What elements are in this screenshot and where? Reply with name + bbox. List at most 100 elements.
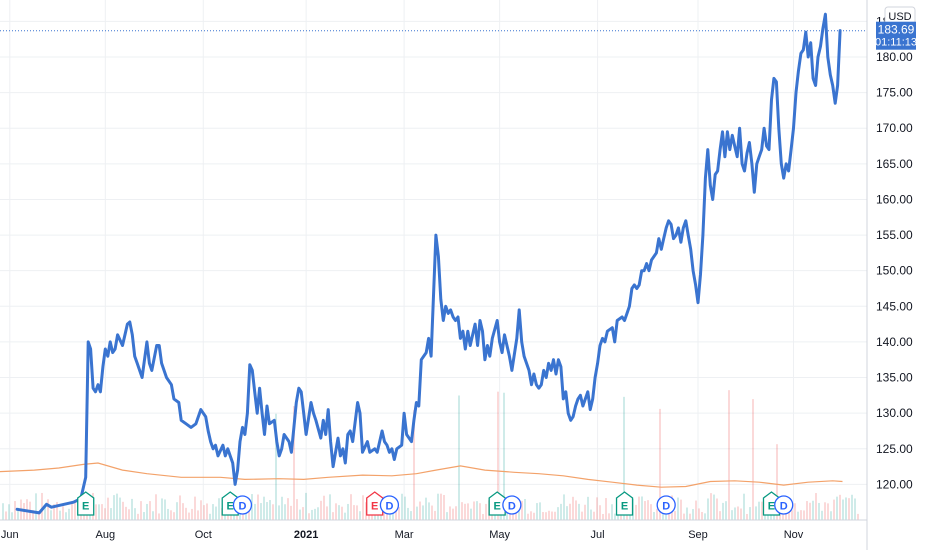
y-tick-label: 160.00: [876, 192, 913, 206]
volume-bar: [743, 493, 745, 520]
dividend-marker-shape: [232, 495, 253, 515]
volume-bar: [386, 512, 388, 520]
last-price-value: 183.69: [878, 23, 915, 37]
event-marker-letter: E: [227, 501, 234, 513]
volume-bar: [593, 511, 595, 520]
volume-bar: [815, 493, 817, 520]
volume-bar: [797, 511, 799, 520]
currency-badge[interactable]: USD: [884, 6, 916, 25]
volume-bar: [365, 502, 367, 520]
volume-bar: [716, 498, 718, 520]
earnings-marker[interactable]: E: [77, 491, 95, 516]
y-tick-label: 165.00: [876, 157, 913, 171]
volume-bar: [122, 501, 124, 520]
volume-bar: [245, 511, 247, 520]
y-tick-label: 155.00: [876, 228, 913, 242]
volume-bar: [734, 507, 736, 520]
volume-bar: [833, 499, 835, 520]
volume-bar: [389, 511, 391, 520]
time-axis[interactable]: Jun Aug Oct 2021 Mar May Jul Sep Nov: [1, 529, 804, 541]
volume-bar: [335, 503, 337, 520]
volume-bar: [146, 503, 148, 520]
volume-bar: [254, 503, 256, 520]
volume-bar: [41, 492, 43, 520]
volume-bar: [725, 501, 727, 520]
volume-bar: [107, 497, 109, 520]
volume-bar: [137, 513, 139, 520]
volume-bar: [686, 507, 688, 520]
volume-bar: [596, 497, 598, 520]
volume-bars: [2, 390, 859, 520]
y-tick-label: 180.00: [876, 50, 913, 64]
x-tick-label: Nov: [784, 529, 804, 541]
volume-bar: [719, 511, 721, 520]
volume-bar: [134, 508, 136, 520]
volume-bar: [824, 502, 826, 520]
volume-bar: [551, 511, 553, 520]
dividend-marker[interactable]: D: [774, 495, 794, 515]
volume-bar: [362, 495, 364, 520]
dividend-marker[interactable]: D: [502, 495, 522, 515]
volume-bar: [104, 508, 106, 520]
volume-bar: [638, 496, 640, 520]
volume-bar: [5, 511, 7, 520]
dividend-marker-shape: [774, 495, 794, 515]
volume-bar: [461, 502, 463, 520]
volume-bar: [323, 495, 325, 520]
volume-bar: [2, 503, 4, 520]
volume-bar: [47, 499, 49, 520]
dividend-marker[interactable]: D: [656, 495, 676, 515]
volume-bar: [164, 499, 166, 520]
volume-bar: [332, 512, 334, 520]
volume-bar: [302, 507, 304, 520]
volume-bar: [749, 507, 751, 520]
x-tick-label: Mar: [395, 529, 414, 541]
volume-bar: [395, 507, 397, 520]
volume-bar: [38, 511, 40, 520]
volume-bar: [71, 503, 73, 520]
volume-bar: [572, 496, 574, 520]
volume-bar: [839, 494, 841, 520]
volume-bar: [8, 504, 10, 520]
volume-bar: [683, 513, 685, 520]
volume-bar: [125, 506, 127, 520]
y-tick-label: 140.00: [876, 335, 913, 349]
volume-bar: [659, 408, 661, 520]
volume-bar: [647, 500, 649, 520]
price-axis[interactable]: 120.00 125.00 130.00 135.00 140.00 145.00 150.…: [876, 14, 913, 491]
dividend-marker[interactable]: D: [232, 495, 253, 515]
volume-bar: [317, 507, 319, 520]
volume-bar: [599, 505, 601, 520]
volume-bar: [530, 511, 532, 520]
event-marker-letter: D: [238, 501, 246, 513]
volume-bar: [311, 509, 313, 520]
earnings-marker[interactable]: E: [615, 491, 634, 516]
volume-bar: [188, 512, 190, 520]
volume-bar: [407, 507, 409, 520]
volume-bar: [524, 499, 526, 520]
volume-bar: [416, 506, 418, 520]
dividend-marker-shape: [502, 495, 522, 515]
x-tick-label: 2021: [294, 529, 318, 541]
volume-bar: [152, 511, 154, 520]
volume-bar: [290, 505, 292, 520]
y-tick-label: 145.00: [876, 299, 913, 313]
volume-bar: [497, 391, 499, 520]
volume-bar: [86, 512, 88, 520]
volume-bar: [131, 498, 133, 520]
volume-bar: [266, 502, 268, 520]
volume-bar: [707, 498, 709, 520]
volume-bar: [305, 492, 307, 520]
y-tick-label: 170.00: [876, 121, 913, 135]
volume-bar: [446, 512, 448, 520]
volume-bar: [581, 511, 583, 520]
volume-bar: [119, 497, 121, 520]
dividend-marker[interactable]: D: [379, 495, 400, 515]
volume-bar: [170, 510, 172, 520]
volume-bar: [755, 506, 757, 520]
volume-bar: [542, 512, 544, 520]
volume-bar: [293, 406, 295, 520]
volume-bar: [410, 511, 412, 520]
volume-bar: [830, 511, 832, 520]
